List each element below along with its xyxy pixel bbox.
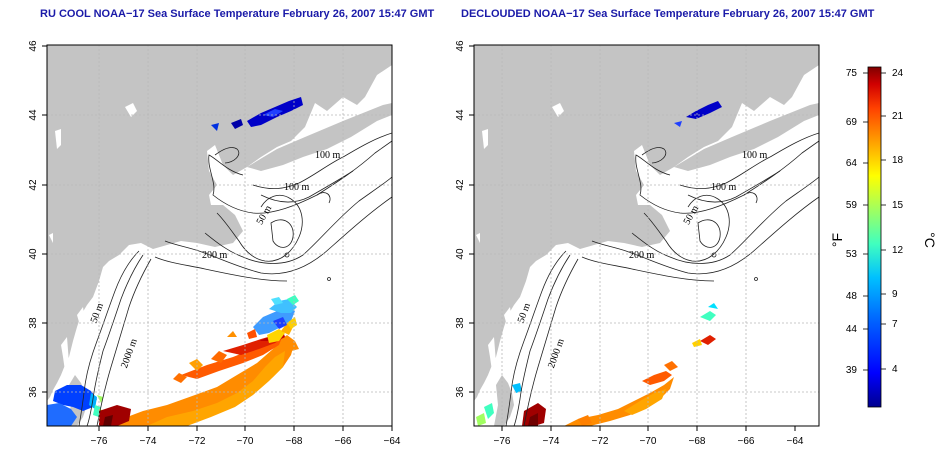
left-y-tick-36: 36 (28, 386, 39, 398)
right-panel-title: DECLOUDED NOAA−17 Sea Surface Temperatur… (461, 8, 875, 20)
right-y-tick-40: 40 (455, 248, 466, 260)
right-y-tick-38: 38 (455, 317, 466, 329)
colorbar-celsius-label: °C (922, 232, 938, 248)
left-panel-title: RU COOL NOAA−17 Sea Surface Temperature … (40, 8, 435, 20)
left-map-panel: 100 m 100 m 50 m 200 m 50 m 2000 m −76 −… (28, 40, 401, 447)
left-grid (47, 45, 392, 426)
left-y-tick-44: 44 (28, 109, 39, 121)
colorbar-ticks (863, 72, 886, 371)
left-isobath-label-200m: 200 m (202, 250, 228, 261)
colorbar-gradient (867, 66, 882, 408)
right-x-tick-66: −66 (738, 436, 755, 447)
right-x-tick-72: −72 (592, 436, 609, 447)
right-x-tick-64: −64 (787, 436, 804, 447)
left-y-tick-46: 46 (28, 40, 39, 52)
right-isobath-label-200m: 200 m (629, 250, 655, 261)
left-x-tick-68: −68 (286, 436, 303, 447)
colorbar-c-tick-15: 15 (892, 200, 904, 211)
left-map-frame (46, 44, 393, 427)
colorbar-f-tick-48: 48 (846, 291, 858, 302)
right-y-tick-36: 36 (455, 386, 466, 398)
colorbar-fahrenheit-label: °F (829, 233, 845, 247)
colorbar-c-tick-21: 21 (892, 111, 904, 122)
colorbar-f-tick-39: 39 (846, 365, 858, 376)
colorbar-f-tick-59: 59 (846, 200, 858, 211)
right-isobath-label-100m-b: 100 m (711, 182, 737, 193)
right-grid (474, 45, 819, 426)
left-y-tick-42: 42 (28, 179, 39, 191)
right-x-tick-70: −70 (640, 436, 657, 447)
right-y-tick-42: 42 (455, 179, 466, 191)
right-y-tick-44: 44 (455, 109, 466, 121)
left-isobath-label-100m-b: 100 m (284, 182, 310, 193)
right-y-tick-46: 46 (455, 40, 466, 52)
right-x-tick-76: −76 (494, 436, 511, 447)
colorbar-f-tick-64: 64 (846, 158, 858, 169)
right-sst-field (476, 101, 722, 426)
colorbar-c-tick-24: 24 (892, 68, 904, 79)
right-map-panel: 100 m 100 m 50 m 200 m 50 m 2000 m −76 −… (455, 40, 820, 447)
left-y-tick-38: 38 (28, 317, 39, 329)
right-ticks (469, 45, 796, 431)
colorbar-c-tick-4: 4 (892, 364, 898, 375)
left-x-tick-66: −66 (335, 436, 352, 447)
left-x-tick-74: −74 (140, 436, 157, 447)
left-y-tick-40: 40 (28, 248, 39, 260)
colorbar-c-tick-18: 18 (892, 155, 904, 166)
left-x-tick-76: −76 (91, 436, 108, 447)
colorbar-c-tick-9: 9 (892, 289, 898, 300)
colorbar-f-tick-75: 75 (846, 68, 858, 79)
colorbar-f-tick-69: 69 (846, 117, 858, 128)
right-isobath-label-100m-a: 100 m (742, 150, 768, 161)
colorbar-c-tick-7: 7 (892, 319, 898, 330)
colorbar-c-tick-12: 12 (892, 245, 904, 256)
left-x-tick-72: −72 (189, 436, 206, 447)
right-map-frame (473, 44, 820, 427)
colorbar-f-tick-53: 53 (846, 249, 858, 260)
left-x-ticks (42, 45, 393, 431)
right-x-tick-74: −74 (543, 436, 560, 447)
temperature-colorbar: 75 69 64 59 53 48 44 39 24 21 18 15 12 9… (829, 66, 938, 408)
left-x-tick-70: −70 (237, 436, 254, 447)
colorbar-f-tick-44: 44 (846, 324, 858, 335)
right-x-tick-68: −68 (689, 436, 706, 447)
left-x-tick-64: −64 (384, 436, 401, 447)
left-isobath-label-100m-a: 100 m (315, 150, 341, 161)
